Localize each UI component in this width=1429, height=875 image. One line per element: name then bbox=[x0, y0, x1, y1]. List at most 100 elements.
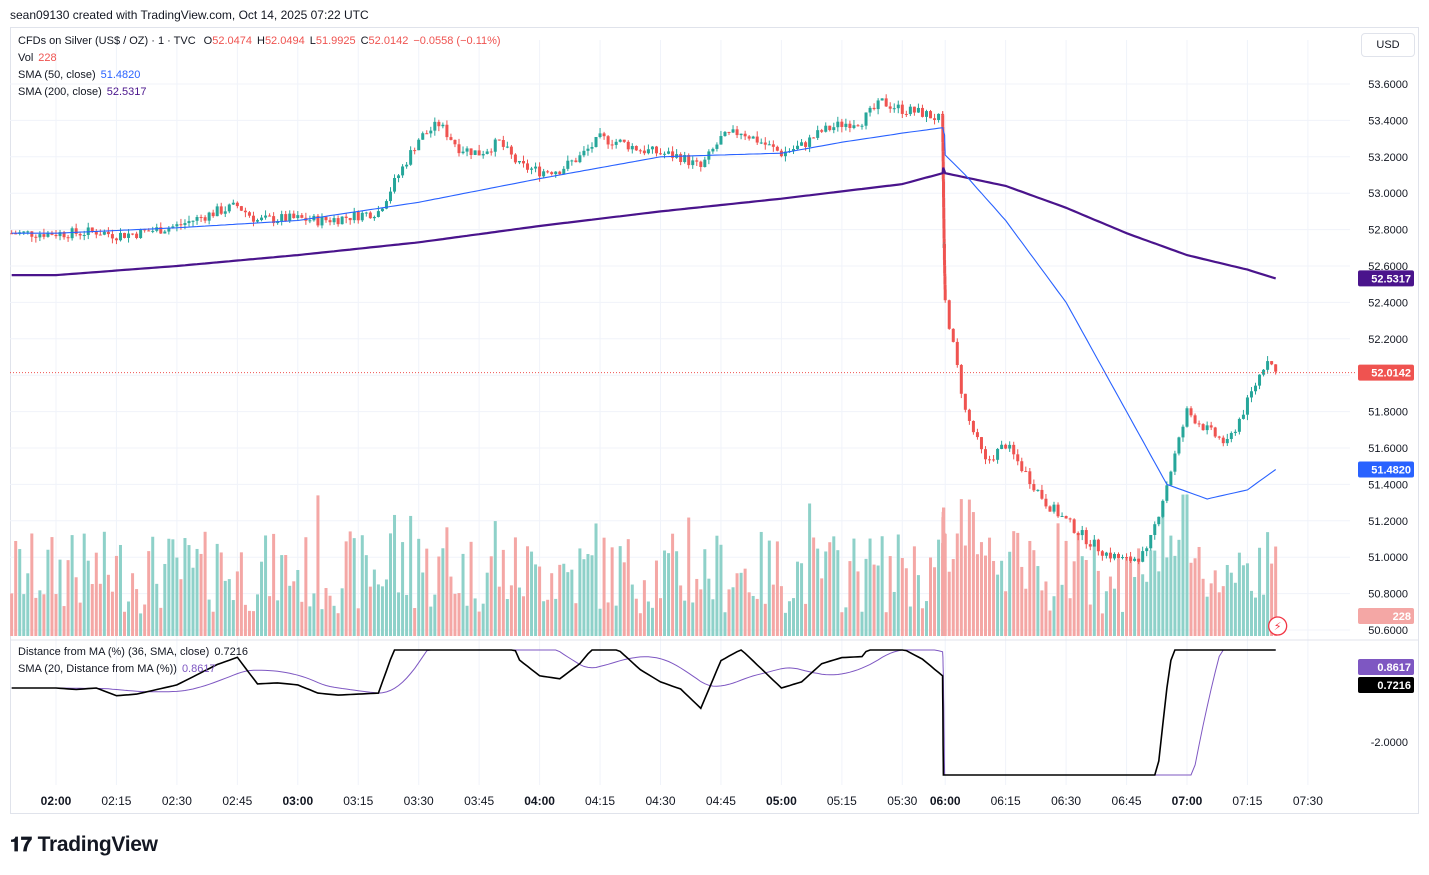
candle-body bbox=[179, 224, 183, 226]
candle-body bbox=[292, 213, 296, 219]
indicator-axis: -2.0000 bbox=[1371, 737, 1408, 749]
volume-bar bbox=[195, 548, 199, 636]
sma50-badge-bg bbox=[1358, 461, 1414, 478]
candle-body bbox=[1165, 485, 1169, 501]
candle-body bbox=[924, 111, 928, 117]
price-tick-label: 52.6000 bbox=[1368, 261, 1408, 273]
volume-bar bbox=[159, 607, 163, 636]
volume-bar bbox=[1237, 552, 1241, 636]
candle-body bbox=[1088, 544, 1092, 547]
volume-bar bbox=[147, 551, 151, 636]
candle-body bbox=[1112, 553, 1116, 559]
candle-body bbox=[1189, 408, 1193, 416]
symbol-legend[interactable]: CFDs on Silver (US$ / OZ) · 1 · TVC O52.0… bbox=[18, 35, 506, 47]
candle-body bbox=[405, 164, 409, 167]
volume-bar bbox=[856, 571, 860, 636]
volume-bar bbox=[211, 611, 215, 636]
volume-bar bbox=[276, 600, 280, 636]
candle-body bbox=[445, 124, 449, 138]
volume-bar bbox=[975, 554, 979, 636]
candle-body bbox=[1197, 423, 1201, 425]
candle-body bbox=[916, 107, 920, 113]
candle-body bbox=[421, 133, 425, 140]
volume-bar bbox=[461, 553, 465, 636]
candle-body bbox=[187, 221, 191, 224]
candle-body bbox=[1000, 444, 1004, 449]
candle-body bbox=[50, 232, 54, 235]
volume-bar bbox=[70, 535, 74, 636]
candle-body bbox=[796, 145, 800, 150]
candle-body bbox=[663, 153, 667, 155]
volume-bar bbox=[663, 550, 667, 636]
volume-bar bbox=[1225, 564, 1229, 636]
volume-bar bbox=[401, 542, 405, 636]
volume-bar bbox=[534, 564, 538, 636]
distance-legend[interactable]: Distance from MA (%) (36, SMA, close) 0.7… bbox=[18, 646, 253, 658]
tradingview-logo[interactable]: 𝟏𝟕 TradingView bbox=[10, 833, 158, 857]
volume-legend[interactable]: Vol 228 bbox=[18, 52, 62, 64]
candle-body bbox=[1064, 515, 1068, 519]
candle-body bbox=[1108, 552, 1112, 559]
candle-body bbox=[715, 144, 719, 149]
candle-body bbox=[199, 217, 203, 219]
candle-body bbox=[38, 234, 42, 238]
candle-body bbox=[336, 218, 340, 225]
candle-body bbox=[1249, 391, 1253, 398]
volume-bar bbox=[1262, 594, 1266, 636]
candle-body bbox=[942, 218, 946, 229]
candle-body bbox=[1173, 453, 1177, 472]
volume-bar bbox=[812, 537, 816, 636]
volume-bar bbox=[727, 589, 731, 636]
candle-body bbox=[1201, 424, 1205, 431]
candle-body bbox=[243, 210, 247, 213]
time-tick-label: 03:45 bbox=[464, 794, 494, 808]
volume-bar bbox=[86, 560, 90, 636]
candle-body bbox=[332, 218, 336, 223]
volume-bar bbox=[1157, 571, 1161, 636]
volume-bar bbox=[929, 557, 933, 636]
volume-bars bbox=[10, 494, 1278, 636]
volume-bar bbox=[963, 545, 967, 636]
volume-bar bbox=[292, 581, 296, 636]
volume-bar bbox=[723, 612, 727, 636]
volume-bar bbox=[955, 533, 959, 636]
volume-bar bbox=[590, 555, 594, 636]
volume-bar bbox=[554, 598, 558, 636]
candle-body bbox=[872, 107, 876, 110]
tradingview-logo-icon: 𝟏𝟕 bbox=[10, 833, 32, 856]
candle-body bbox=[554, 171, 558, 175]
volume-bar bbox=[66, 560, 70, 636]
distance-sma-legend[interactable]: SMA (20, Distance from MA (%)) 0.8617 bbox=[18, 663, 221, 675]
volume-bar bbox=[139, 613, 143, 636]
volume-bar bbox=[272, 533, 276, 636]
candle-body bbox=[284, 214, 288, 222]
candle-body bbox=[1072, 519, 1076, 533]
sma50-legend[interactable]: SMA (50, close) 51.4820 bbox=[18, 69, 145, 81]
volume-bar bbox=[775, 541, 779, 636]
candle-body bbox=[203, 217, 207, 221]
candle-body bbox=[191, 220, 195, 222]
candle-body bbox=[481, 153, 485, 156]
volume-bar bbox=[312, 593, 316, 636]
sma200-legend[interactable]: SMA (200, close) 52.5317 bbox=[18, 86, 152, 98]
volume-bar bbox=[380, 586, 384, 636]
close-value: 52.0142 bbox=[368, 35, 409, 47]
volume-bar bbox=[501, 549, 505, 636]
volume-bar bbox=[1060, 584, 1064, 636]
candle-body bbox=[453, 139, 457, 145]
candle-body bbox=[808, 137, 812, 147]
price-tick-label: 52.2000 bbox=[1368, 334, 1408, 346]
candle-body bbox=[848, 123, 852, 128]
volume-bar bbox=[1141, 574, 1145, 636]
candle-body bbox=[54, 234, 58, 237]
currency-button[interactable]: USD bbox=[1361, 33, 1415, 57]
volume-bar bbox=[1181, 494, 1185, 636]
candle-body bbox=[558, 171, 562, 175]
volume-bar bbox=[947, 571, 951, 636]
candle-body bbox=[46, 232, 50, 237]
candle-body bbox=[1141, 551, 1145, 562]
price-tick-label: 50.8000 bbox=[1368, 589, 1408, 601]
candle-body bbox=[1100, 551, 1104, 556]
candle-body bbox=[280, 214, 284, 222]
